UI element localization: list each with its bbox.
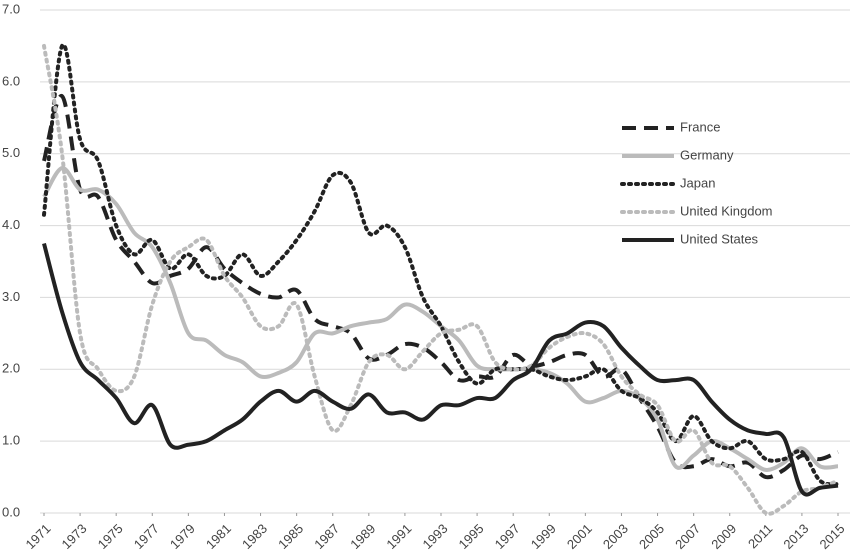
y-tick-label: 4.0	[2, 217, 20, 232]
x-tick-label: 2005	[636, 521, 667, 552]
x-tick-label: 1983	[239, 521, 270, 552]
x-tick-label: 2003	[600, 521, 631, 552]
y-tick-label: 6.0	[2, 73, 20, 88]
y-tick-label: 1.0	[2, 433, 20, 448]
x-tick-label: 1981	[203, 521, 234, 552]
y-tick-label: 5.0	[2, 145, 20, 160]
y-tick-label: 7.0	[2, 1, 20, 16]
x-tick-label: 1987	[311, 521, 342, 552]
x-tick-label: 1973	[59, 521, 90, 552]
legend-label: United Kingdom	[680, 203, 773, 218]
series-line	[42, 42, 840, 487]
x-tick-label: 1979	[167, 521, 198, 552]
x-tick-label: 1993	[419, 521, 450, 552]
legend-label: France	[680, 119, 720, 134]
x-tick-label: 1995	[456, 521, 487, 552]
legend-label: Germany	[680, 147, 734, 162]
x-tick-label: 1975	[95, 521, 126, 552]
series-line	[42, 43, 840, 516]
legend-label: Japan	[680, 175, 715, 190]
x-tick-label: 1985	[275, 521, 306, 552]
x-tick-label: 2009	[708, 521, 739, 552]
y-tick-label: 3.0	[2, 289, 20, 304]
x-tick-label: 2001	[564, 521, 595, 552]
legend-label: United States	[680, 231, 759, 246]
x-tick-label: 2015	[816, 521, 847, 552]
x-tick-label: 1971	[22, 521, 53, 552]
series-line	[42, 94, 839, 480]
x-tick-label: 2013	[780, 521, 811, 552]
x-tick-label: 1999	[528, 521, 559, 552]
x-tick-label: 2011	[745, 521, 775, 551]
y-tick-label: 0.0	[2, 504, 20, 519]
series-line	[42, 243, 839, 497]
x-tick-label: 1977	[131, 521, 162, 552]
x-tick-label: 1989	[347, 521, 378, 552]
x-tick-label: 2007	[672, 521, 703, 552]
x-tick-label: 1997	[492, 521, 523, 552]
y-tick-label: 2.0	[2, 361, 20, 376]
x-tick-label: 1991	[383, 521, 414, 552]
